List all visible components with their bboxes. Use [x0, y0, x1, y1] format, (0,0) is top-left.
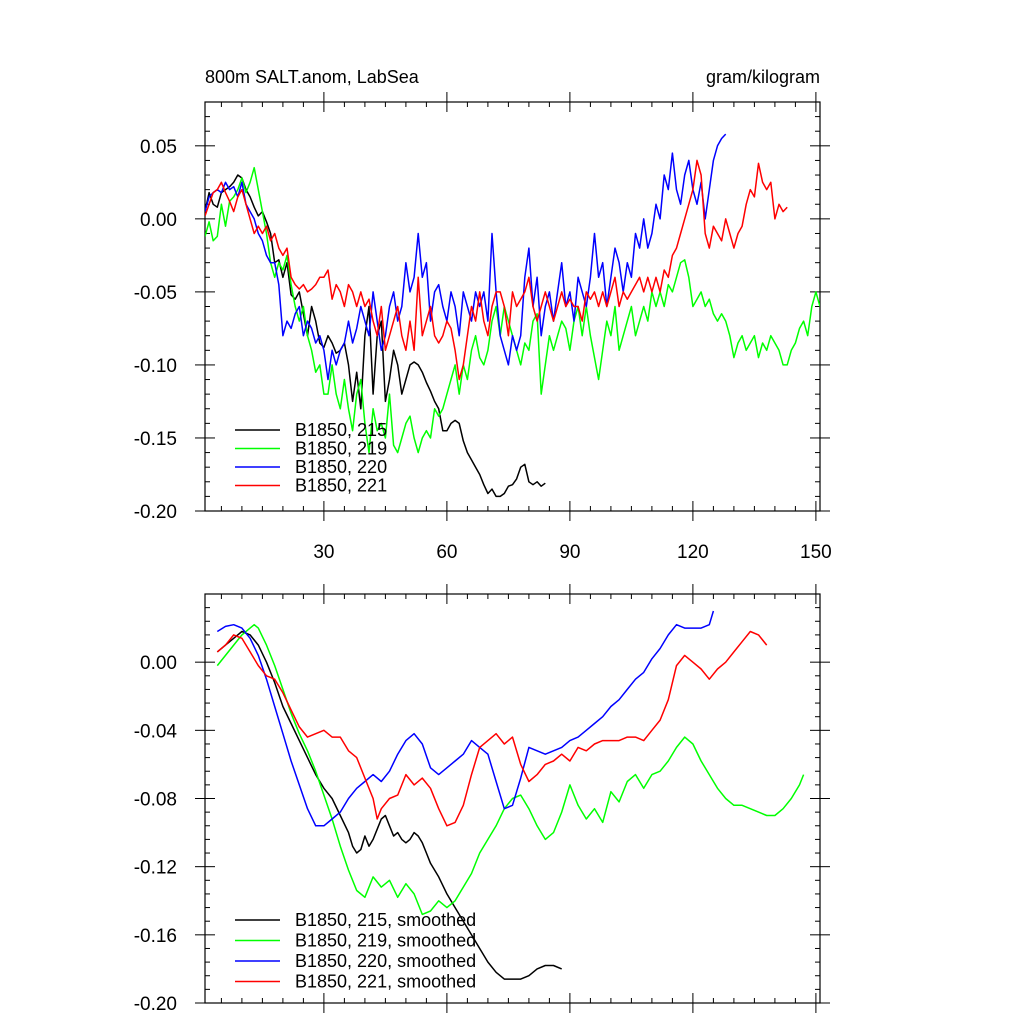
panel-0-x-tick-label: 150 — [800, 542, 832, 563]
panel-0-y-tick-label: -0.20 — [134, 502, 177, 523]
panel-0-series-line-3 — [205, 133, 727, 381]
panel-1-legend-label: B1850, 215, smoothed — [295, 910, 476, 930]
panel-0-series-line-4 — [205, 159, 788, 381]
panel-0-legend-label: B1850, 215 — [295, 420, 387, 440]
panel-0-y-tick-label: -0.05 — [134, 283, 177, 304]
panel-0-y-tick-label: -0.15 — [134, 429, 177, 450]
panel-0-x-tick-label: 60 — [436, 542, 457, 563]
panel-1-series-line-2 — [216, 623, 805, 916]
panel-0-series-line-1 — [205, 174, 546, 498]
panel-0-legend-label: B1850, 220 — [295, 457, 387, 477]
panel-1-y-tick-label: 0.00 — [140, 653, 177, 674]
panel-0-x-tick-label: 30 — [313, 542, 334, 563]
panel-0-legend-label: B1850, 219 — [295, 439, 387, 459]
panel-1-series-line-1 — [216, 630, 562, 980]
panel-1-legend-label: B1850, 219, smoothed — [295, 931, 476, 951]
panel-1-legend-label: B1850, 220, smoothed — [295, 951, 476, 971]
panel-0-x-tick-label: 120 — [677, 542, 709, 563]
panel-1-y-tick-label: -0.12 — [134, 858, 177, 879]
panel-1-series-line-3 — [216, 610, 715, 827]
panel-0-x-tick-label: 90 — [559, 542, 580, 563]
panel-1-y-tick-label: -0.16 — [134, 926, 177, 947]
panel-0-title: 800m SALT.anom, LabSea — [205, 67, 420, 87]
panel-1-y-tick-label: -0.04 — [134, 721, 178, 742]
panel-0-y-tick-label: 0.05 — [140, 137, 177, 158]
panel-1-y-tick-label: -0.08 — [134, 790, 177, 811]
panel-1-y-tick-label: -0.20 — [134, 994, 177, 1015]
bottom-panel: 0.00 -0.04 -0.08 -0.12 -0.16 -0.20 B1850, 215,… — [134, 584, 830, 1015]
panel-0-legend-label: B1850, 221 — [295, 476, 387, 496]
top-panel: 0.05 0.00 -0.05 -0.10 -0.15 -0.20 30 60 90 120 150… — [134, 67, 832, 563]
panel-1-series-line-4 — [216, 630, 768, 827]
panel-0-units: gram/kilogram — [706, 67, 820, 87]
panel-0-y-tick-label: -0.10 — [134, 356, 177, 377]
panel-0-y-tick-label: 0.00 — [140, 210, 177, 231]
panel-1-legend-label: B1850, 221, smoothed — [295, 972, 476, 992]
